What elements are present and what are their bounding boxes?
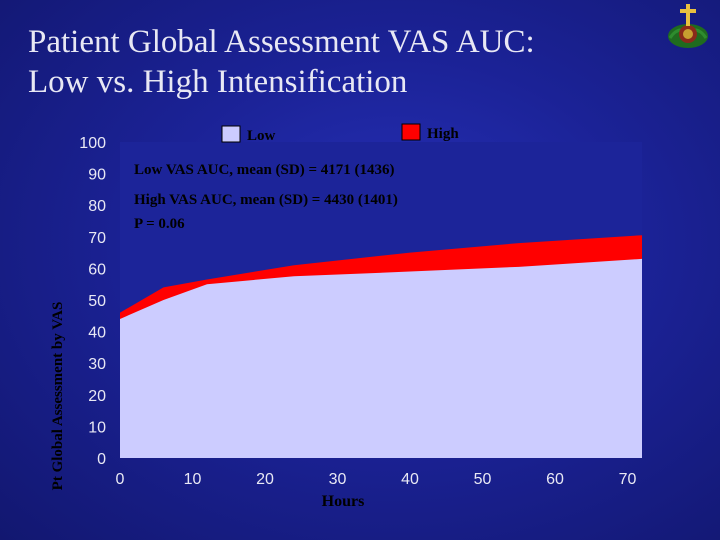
y-axis-label: Pt Global Assessment by VAS	[50, 302, 66, 491]
legend-swatch-low	[221, 125, 241, 143]
legend-swatch-high	[401, 123, 421, 141]
legend-label-low: Low	[247, 128, 276, 144]
y-tick-label-10: 10	[88, 419, 106, 436]
x-tick-label-70: 70	[619, 471, 637, 488]
area-series-low	[120, 258, 642, 458]
slide-title: Patient Global Assessment VAS AUC: Low v…	[28, 22, 648, 102]
y-tick-label-90: 90	[88, 167, 106, 184]
y-tick-label-50: 50	[88, 293, 106, 310]
annotation-high-auc: High VAS AUC, mean (SD) = 4430 (1401)	[134, 192, 398, 208]
x-axis-label: Hours	[322, 493, 365, 510]
x-tick-label-40: 40	[401, 471, 419, 488]
x-tick-label-30: 30	[329, 471, 347, 488]
y-tick-label-70: 70	[88, 230, 106, 247]
cross-emblem-logo	[668, 4, 708, 48]
y-tick-label-60: 60	[88, 261, 106, 278]
y-tick-label-0: 0	[97, 451, 106, 468]
annotation-low-auc: Low VAS AUC, mean (SD) = 4171 (1436)	[134, 162, 395, 178]
x-tick-label-0: 0	[116, 471, 125, 488]
x-tick-label-60: 60	[546, 471, 564, 488]
annotation-p-value: P = 0.06	[134, 216, 185, 232]
title-line-1: Patient Global Assessment VAS AUC:	[28, 24, 535, 60]
y-tick-label-20: 20	[88, 388, 106, 405]
title-line-2: Low vs. High Intensification	[28, 64, 408, 100]
legend-label-high: High	[427, 126, 459, 142]
y-tick-label-40: 40	[88, 325, 106, 342]
x-tick-label-50: 50	[474, 471, 492, 488]
x-tick-label-20: 20	[256, 471, 274, 488]
y-tick-label-100: 100	[79, 135, 106, 152]
y-tick-label-30: 30	[88, 356, 106, 373]
y-tick-label-80: 80	[88, 198, 106, 215]
x-tick-label-10: 10	[184, 471, 202, 488]
